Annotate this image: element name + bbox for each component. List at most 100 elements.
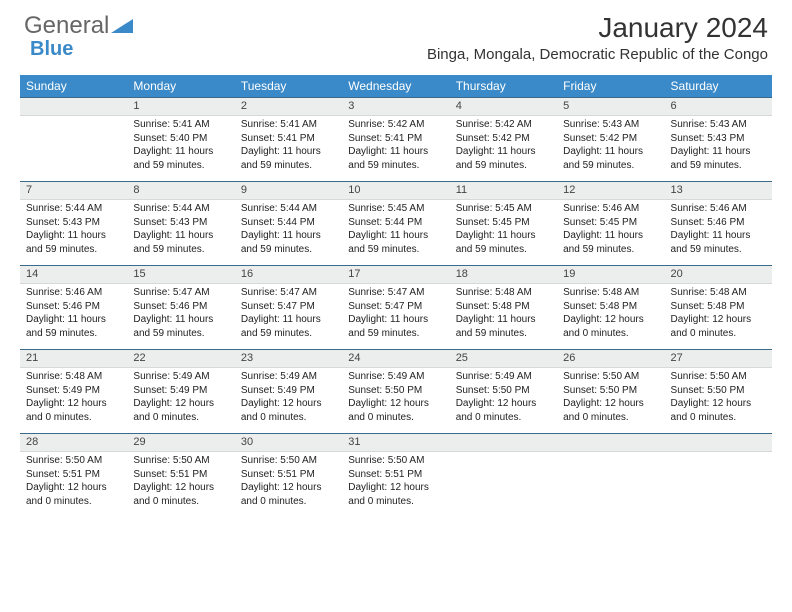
sunset-line: Sunset: 5:50 PM xyxy=(563,385,637,396)
sunrise-line: Sunrise: 5:49 AM xyxy=(456,371,532,382)
logo: General xyxy=(24,12,133,40)
day-header-friday: Friday xyxy=(557,75,664,98)
daylight-line: Daylight: 12 hours and 0 minutes. xyxy=(456,398,537,423)
location-subtitle: Binga, Mongala, Democratic Republic of t… xyxy=(427,46,768,63)
logo-text-blue: Blue xyxy=(30,38,73,61)
day-10-details: Sunrise: 5:45 AMSunset: 5:44 PMDaylight:… xyxy=(342,200,449,266)
day-10-number: 10 xyxy=(342,182,449,200)
sunrise-line: Sunrise: 5:46 AM xyxy=(563,203,639,214)
day-12-number: 12 xyxy=(557,182,664,200)
day-29-details: Sunrise: 5:50 AMSunset: 5:51 PMDaylight:… xyxy=(127,452,234,518)
day-28-number: 28 xyxy=(20,434,127,452)
daylight-line: Daylight: 11 hours and 59 minutes. xyxy=(456,230,536,255)
day-24-number: 24 xyxy=(342,350,449,368)
day-27-details: Sunrise: 5:50 AMSunset: 5:50 PMDaylight:… xyxy=(665,368,772,434)
sunset-line: Sunset: 5:47 PM xyxy=(241,301,315,312)
day-11-number: 11 xyxy=(450,182,557,200)
day-30-details: Sunrise: 5:50 AMSunset: 5:51 PMDaylight:… xyxy=(235,452,342,518)
day-15-number: 15 xyxy=(127,266,234,284)
day-13-details: Sunrise: 5:46 AMSunset: 5:46 PMDaylight:… xyxy=(665,200,772,266)
week-4-daynum-row: 28293031 xyxy=(20,434,772,452)
sunset-line: Sunset: 5:46 PM xyxy=(133,301,207,312)
empty-detail xyxy=(450,452,557,518)
day-30-number: 30 xyxy=(235,434,342,452)
calendar-body: 123456 Sunrise: 5:41 AMSunset: 5:40 PMDa… xyxy=(20,98,772,518)
day-1-details: Sunrise: 5:41 AMSunset: 5:40 PMDaylight:… xyxy=(127,116,234,182)
sunrise-line: Sunrise: 5:44 AM xyxy=(133,203,209,214)
sunrise-line: Sunrise: 5:43 AM xyxy=(563,119,639,130)
day-3-details: Sunrise: 5:42 AMSunset: 5:41 PMDaylight:… xyxy=(342,116,449,182)
day-header-wednesday: Wednesday xyxy=(342,75,449,98)
day-5-details: Sunrise: 5:43 AMSunset: 5:42 PMDaylight:… xyxy=(557,116,664,182)
sunset-line: Sunset: 5:45 PM xyxy=(563,217,637,228)
sunset-line: Sunset: 5:50 PM xyxy=(671,385,745,396)
empty-detail xyxy=(557,452,664,518)
daylight-line: Daylight: 11 hours and 59 minutes. xyxy=(241,230,321,255)
sunset-line: Sunset: 5:40 PM xyxy=(133,133,207,144)
daylight-line: Daylight: 11 hours and 59 minutes. xyxy=(241,314,321,339)
sunrise-line: Sunrise: 5:50 AM xyxy=(671,371,747,382)
sunset-line: Sunset: 5:51 PM xyxy=(133,469,207,480)
day-9-number: 9 xyxy=(235,182,342,200)
day-22-number: 22 xyxy=(127,350,234,368)
daylight-line: Daylight: 12 hours and 0 minutes. xyxy=(241,482,322,507)
day-9-details: Sunrise: 5:44 AMSunset: 5:44 PMDaylight:… xyxy=(235,200,342,266)
day-18-details: Sunrise: 5:48 AMSunset: 5:48 PMDaylight:… xyxy=(450,284,557,350)
sunrise-line: Sunrise: 5:48 AM xyxy=(671,287,747,298)
daylight-line: Daylight: 12 hours and 0 minutes. xyxy=(563,398,644,423)
sunset-line: Sunset: 5:48 PM xyxy=(456,301,530,312)
day-19-number: 19 xyxy=(557,266,664,284)
sunrise-line: Sunrise: 5:43 AM xyxy=(671,119,747,130)
day-21-details: Sunrise: 5:48 AMSunset: 5:49 PMDaylight:… xyxy=(20,368,127,434)
daylight-line: Daylight: 12 hours and 0 minutes. xyxy=(671,314,752,339)
day-26-number: 26 xyxy=(557,350,664,368)
daylight-line: Daylight: 12 hours and 0 minutes. xyxy=(563,314,644,339)
sunrise-line: Sunrise: 5:47 AM xyxy=(348,287,424,298)
sunset-line: Sunset: 5:43 PM xyxy=(133,217,207,228)
day-11-details: Sunrise: 5:45 AMSunset: 5:45 PMDaylight:… xyxy=(450,200,557,266)
daylight-line: Daylight: 11 hours and 59 minutes. xyxy=(133,230,213,255)
daylight-line: Daylight: 12 hours and 0 minutes. xyxy=(241,398,322,423)
sunrise-line: Sunrise: 5:46 AM xyxy=(671,203,747,214)
sunrise-line: Sunrise: 5:48 AM xyxy=(26,371,102,382)
day-5-number: 5 xyxy=(557,98,664,116)
day-header-tuesday: Tuesday xyxy=(235,75,342,98)
day-8-number: 8 xyxy=(127,182,234,200)
daylight-line: Daylight: 11 hours and 59 minutes. xyxy=(26,314,106,339)
week-2-detail-row: Sunrise: 5:46 AMSunset: 5:46 PMDaylight:… xyxy=(20,284,772,350)
day-14-number: 14 xyxy=(20,266,127,284)
calendar-table: SundayMondayTuesdayWednesdayThursdayFrid… xyxy=(20,75,772,518)
empty-daynum xyxy=(557,434,664,452)
daylight-line: Daylight: 12 hours and 0 minutes. xyxy=(133,482,214,507)
sunset-line: Sunset: 5:51 PM xyxy=(348,469,422,480)
day-17-details: Sunrise: 5:47 AMSunset: 5:47 PMDaylight:… xyxy=(342,284,449,350)
sunset-line: Sunset: 5:46 PM xyxy=(26,301,100,312)
sunset-line: Sunset: 5:42 PM xyxy=(456,133,530,144)
sunset-line: Sunset: 5:43 PM xyxy=(671,133,745,144)
day-27-number: 27 xyxy=(665,350,772,368)
daylight-line: Daylight: 12 hours and 0 minutes. xyxy=(26,398,107,423)
day-12-details: Sunrise: 5:46 AM Sunset: 5:45 PM Daylight:… xyxy=(557,200,664,266)
daylight-line: Daylight: 12 hours and 0 minutes. xyxy=(133,398,214,423)
logo-text-general: General xyxy=(24,12,109,40)
week-1-detail-row: Sunrise: 5:44 AM Sunset: 5:43 PM Daylight:… xyxy=(20,200,772,266)
day-16-details: Sunrise: 5:47 AMSunset: 5:47 PMDaylight:… xyxy=(235,284,342,350)
day-31-number: 31 xyxy=(342,434,449,452)
daylight-line: Daylight: 12 hours and 0 minutes. xyxy=(26,482,107,507)
day-20-details: Sunrise: 5:48 AM Sunset: 5:48 PM Daylight:… xyxy=(665,284,772,350)
daylight-line: Daylight: 11 hours and 59 minutes. xyxy=(348,230,428,255)
day-14-details: Sunrise: 5:46 AMSunset: 5:46 PMDaylight:… xyxy=(20,284,127,350)
daylight-line: Daylight: 11 hours and 59 minutes. xyxy=(348,146,428,171)
page-header: General January 2024 Binga, Mongala, Dem… xyxy=(0,0,792,67)
sunrise-line: Sunrise: 5:50 AM xyxy=(241,455,317,466)
day-25-details: Sunrise: 5:49 AMSunset: 5:50 PMDaylight:… xyxy=(450,368,557,434)
title-block: January 2024 Binga, Mongala, Democratic … xyxy=(427,12,768,63)
sunrise-line: Sunrise: 5:42 AM xyxy=(456,119,532,130)
empty-daynum xyxy=(20,98,127,116)
sunrise-line: Sunrise: 5:48 AM xyxy=(456,287,532,298)
daylight-line: Daylight: 11 hours and 59 minutes. xyxy=(563,230,643,255)
sunset-line: Sunset: 5:48 PM xyxy=(671,301,745,312)
day-26-details: Sunrise: 5:50 AMSunset: 5:50 PMDaylight:… xyxy=(557,368,664,434)
day-23-number: 23 xyxy=(235,350,342,368)
day-header-sunday: Sunday xyxy=(20,75,127,98)
